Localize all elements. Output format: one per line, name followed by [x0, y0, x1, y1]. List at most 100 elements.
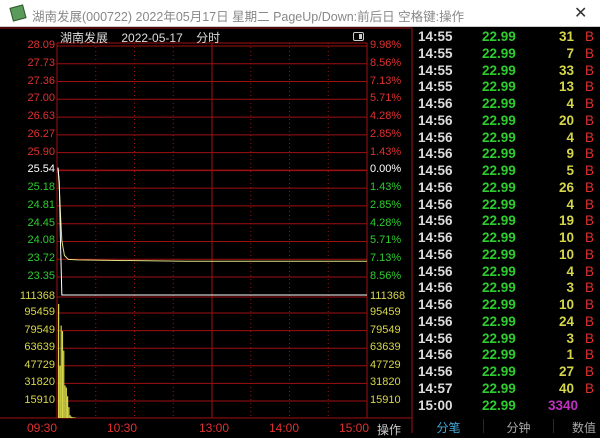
tick-row: 14:56 22.99 4 B	[414, 197, 600, 214]
tick-price: 22.99	[482, 263, 516, 279]
tick-time: 14:56	[418, 112, 453, 128]
price-axis-label: 24.81	[27, 198, 55, 211]
percent-axis-label: 9.98%	[370, 39, 402, 51]
tick-volume: 33	[558, 62, 574, 78]
tick-time: 15:00	[418, 397, 453, 413]
tick-volume: 7	[566, 45, 574, 61]
tick-row: 14:56 22.99 4 B	[414, 130, 600, 147]
volume-axis-label-right: 95459	[370, 306, 401, 318]
tick-time: 14:56	[418, 213, 453, 229]
volume-axis-label-right: 47729	[370, 358, 401, 371]
tick-row: 14:56 22.99 10 B	[414, 297, 600, 314]
price-axis-label: 27.73	[27, 56, 55, 69]
volume-bar	[69, 415, 71, 418]
tick-time: 14:56	[418, 246, 453, 262]
stock-name: 湖南发展	[60, 31, 109, 45]
volume-bar	[70, 416, 73, 418]
tick-time: 14:56	[418, 297, 453, 312]
price-axis-label: 25.54	[27, 163, 55, 176]
tick-volume: 24	[558, 313, 574, 329]
tick-price: 22.99	[482, 79, 516, 95]
tick-side: B	[584, 330, 594, 346]
tick-volume: 19	[558, 213, 574, 229]
tick-price: 22.99	[482, 179, 516, 195]
volume-bar	[59, 365, 61, 418]
tick-price: 22.99	[482, 213, 516, 229]
tick-side: B	[584, 96, 594, 111]
tick-side: B	[584, 112, 594, 128]
tab-ticks[interactable]: 分笔	[414, 419, 484, 435]
tick-row: 14:55 22.99 33 B	[414, 63, 600, 80]
tab-minutes[interactable]: 分钟	[484, 419, 554, 435]
volume-axis-label-right: 15910	[370, 394, 401, 406]
price-axis-label: 27.36	[27, 74, 55, 87]
tick-price: 22.99	[482, 364, 516, 379]
volume-bar	[61, 331, 64, 418]
volume-bar	[63, 350, 65, 418]
tick-side: B	[584, 196, 594, 212]
percent-axis-label: 8.56%	[370, 270, 402, 282]
percent-axis-label: 2.85%	[370, 127, 402, 140]
tick-volume: 26	[558, 179, 574, 195]
close-icon[interactable]: ✕	[574, 5, 588, 22]
tick-volume: 3	[566, 330, 574, 346]
tab-values[interactable]: 数值	[571, 421, 596, 435]
chart-mode: 分时	[196, 31, 221, 45]
tick-row: 14:55 22.99 13 B	[414, 79, 600, 96]
volume-axis-label: 63639	[24, 341, 55, 354]
panel-toggle-icon[interactable]	[353, 32, 364, 41]
percent-axis-label: 7.13%	[370, 74, 402, 87]
action-button[interactable]: 操作	[377, 423, 402, 437]
tick-row: 14:56 22.99 9 B	[414, 146, 600, 163]
tick-price: 22.99	[482, 380, 516, 396]
tick-time: 14:56	[418, 280, 453, 296]
tick-side: B	[584, 313, 594, 329]
price-axis-label: 23.72	[27, 252, 55, 265]
tick-price: 22.99	[482, 330, 516, 346]
percent-axis-label: 1.43%	[370, 145, 402, 158]
tick-side: B	[584, 380, 594, 396]
tick-volume: 10	[558, 297, 574, 312]
tick-side: B	[584, 297, 594, 312]
tick-price: 22.99	[482, 29, 516, 44]
tick-side: B	[584, 230, 594, 245]
volume-bar	[60, 325, 62, 418]
tick-volume: 13	[558, 79, 574, 95]
volume-axis-label: 95459	[24, 306, 55, 318]
tick-time: 14:56	[418, 146, 453, 162]
title-bar: 湖南发展(000722) 2022年05月17日 星期二 PageUp/Down…	[0, 0, 600, 27]
volume-bar	[64, 385, 66, 418]
tick-volume: 40	[558, 380, 574, 396]
volume-bar	[73, 417, 75, 418]
tick-side: B	[584, 280, 594, 296]
tick-row: 14:56 22.99 26 B	[414, 180, 600, 197]
tick-volume: 10	[558, 230, 574, 245]
tick-side: B	[584, 45, 594, 61]
volume-axis-label: 111368	[19, 290, 55, 302]
price-axis-label: 23.35	[27, 270, 55, 282]
volume-axis-label: 47729	[24, 358, 55, 371]
tick-price: 22.99	[482, 129, 516, 145]
tick-time: 14:56	[418, 364, 453, 379]
price-axis-label: 25.90	[27, 145, 55, 158]
tick-time: 14:55	[418, 62, 453, 78]
tick-volume: 20	[558, 112, 574, 128]
tick-time: 14:55	[418, 45, 453, 61]
volume-axis-label: 31820	[24, 376, 55, 389]
tick-side: B	[584, 129, 594, 145]
tick-price: 22.99	[482, 297, 516, 312]
time-axis-label: 14:00	[269, 421, 300, 435]
tick-time: 14:55	[418, 79, 453, 95]
time-axis-label: 09:30	[27, 421, 58, 435]
volume-axis-label-right: 63639	[370, 341, 401, 354]
tick-time: 14:56	[418, 330, 453, 346]
tick-time: 14:56	[418, 230, 453, 245]
tick-time: 14:56	[418, 96, 453, 111]
tick-side: B	[584, 163, 594, 178]
volume-bar	[67, 396, 69, 418]
tick-row: 14:55 22.99 7 B	[414, 46, 600, 63]
percent-axis-label: 8.56%	[370, 56, 402, 69]
tick-side: B	[584, 179, 594, 195]
tick-price: 22.99	[482, 112, 516, 128]
tick-row: 14:56 22.99 27 B	[414, 364, 600, 381]
